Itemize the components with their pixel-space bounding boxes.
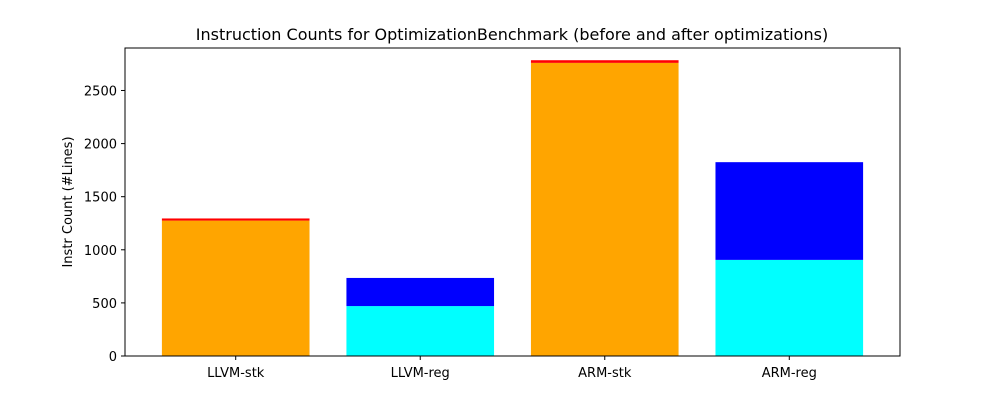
plot-frame	[124, 47, 901, 357]
y-tick-label: 0	[109, 350, 117, 365]
x-tick-label: ARM-reg	[762, 366, 817, 381]
y-tick-label: 2000	[84, 138, 117, 153]
y-tick-label: 1500	[84, 191, 117, 206]
bar-segment-arm-stk-2	[530, 60, 679, 63]
axis-layer: LLVM-stk LLVM-reg ARM-stk ARM-reg 0 500 1000 15…	[84, 47, 901, 381]
y-tick-label: 500	[92, 297, 117, 312]
bar-segment-llvm-reg-1	[346, 306, 495, 356]
bars-layer	[161, 60, 864, 357]
y-tick-label: 2500	[84, 84, 117, 99]
bar-segment-arm-stk-1	[530, 62, 679, 357]
bar-segment-arm-reg-2	[715, 162, 864, 260]
y-tick-label: 1000	[84, 244, 117, 259]
bar-segment-arm-reg-1	[715, 259, 864, 356]
chart-title: Instruction Counts for OptimizationBench…	[196, 25, 828, 44]
y-axis-label: Instr Count (#Lines)	[61, 136, 76, 267]
bar-segment-llvm-stk-2	[161, 218, 310, 221]
x-tick-label: LLVM-stk	[207, 366, 265, 381]
x-tick-label: ARM-stk	[578, 366, 632, 381]
bar-segment-llvm-stk-1	[161, 220, 310, 356]
bar-segment-llvm-reg-2	[346, 277, 495, 307]
x-tick-label: LLVM-reg	[391, 366, 450, 381]
